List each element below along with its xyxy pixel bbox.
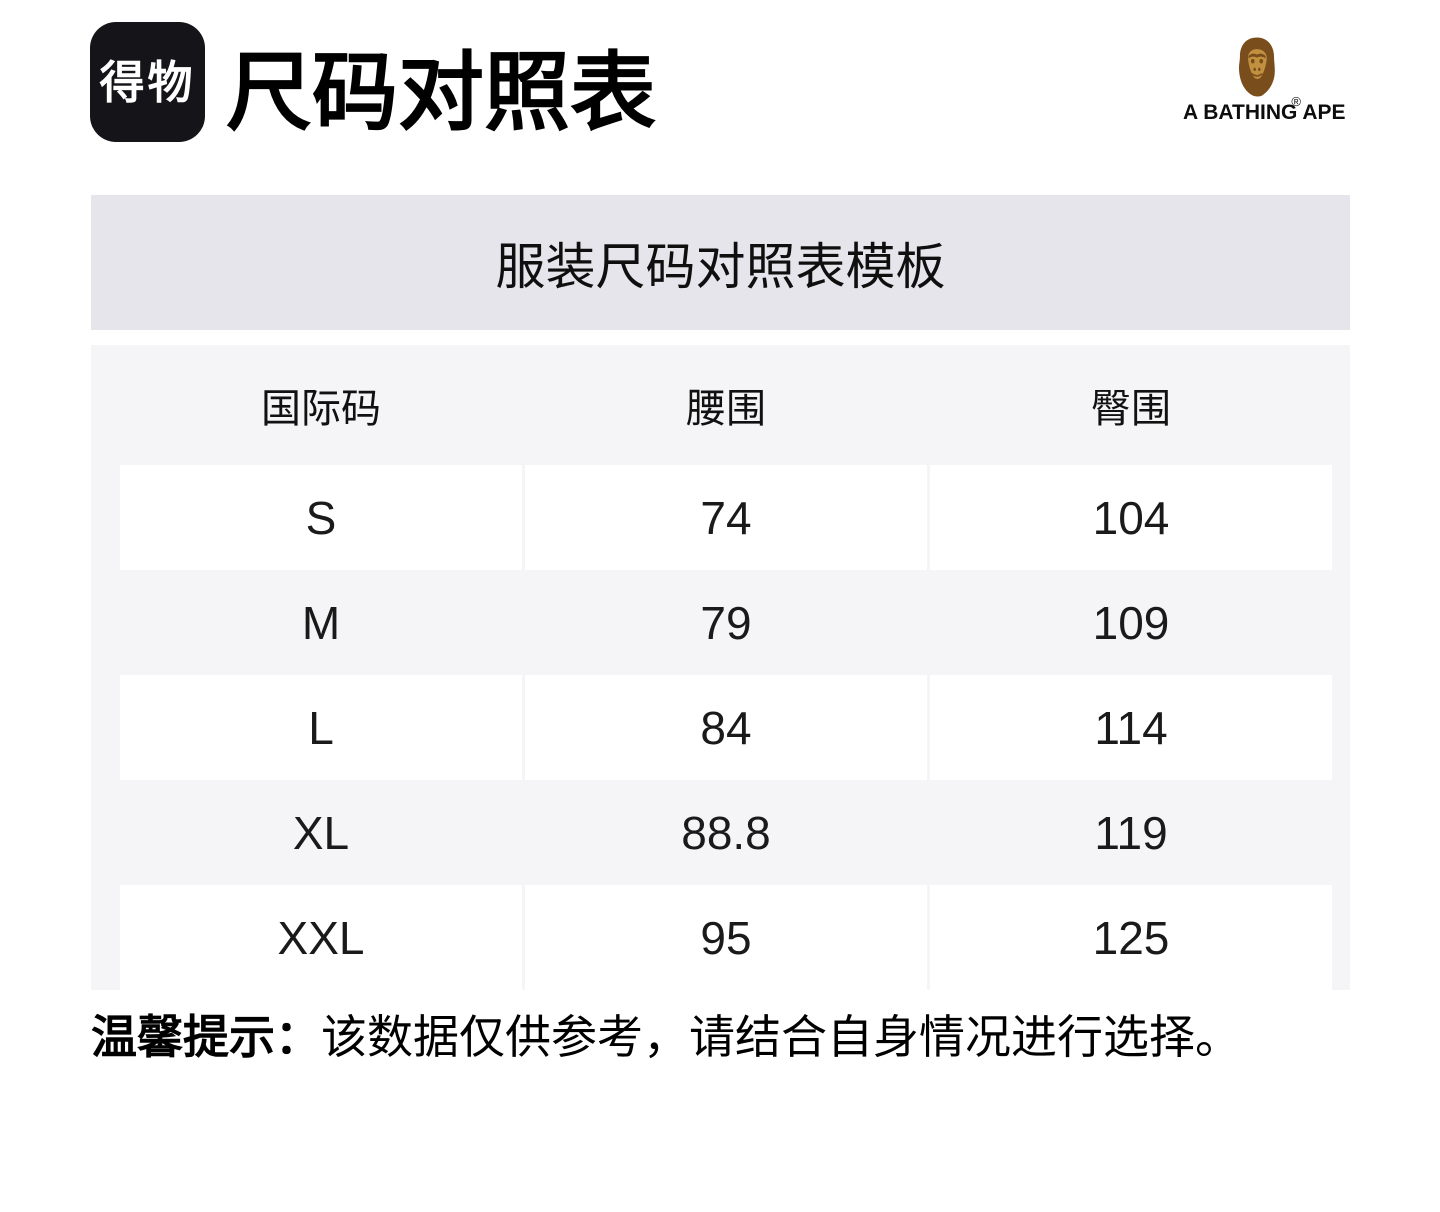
dewu-logo-text: 得物 <box>99 56 196 108</box>
size-cell: XXL <box>120 885 522 990</box>
column-header-waist: 腰围 <box>686 387 766 431</box>
table-header-row: 国际码 腰围 臀围 <box>91 345 1350 465</box>
tip-text: 该数据仅供参考，请结合自身情况进行选择。 <box>321 1011 1241 1063</box>
reference-tip: 温馨提示：该数据仅供参考，请结合自身情况进行选择。 <box>91 1008 1241 1068</box>
size-table: 国际码 腰围 臀围 S 74 104 M 79 109 L 84 114 XL … <box>91 345 1350 990</box>
waist-cell: 79 <box>700 596 752 649</box>
banner-title: 服装尺码对照表模板 <box>495 238 946 295</box>
template-banner: 服装尺码对照表模板 <box>91 195 1350 330</box>
registered-mark: ® <box>1291 94 1301 109</box>
hip-cell: 114 <box>930 675 1332 780</box>
waist-cell: 84 <box>525 675 927 780</box>
hip-cell: 119 <box>1094 806 1168 859</box>
table-row-m: M 79 109 <box>91 570 1350 675</box>
size-cell: XL <box>292 806 350 859</box>
waist-cell: 74 <box>525 465 927 570</box>
ape-head-icon <box>1238 37 1275 97</box>
table-row-l: L 84 114 <box>91 675 1350 780</box>
column-header-hip: 臀围 <box>1091 387 1171 431</box>
waist-cell: 88.8 <box>681 806 771 859</box>
table-row-s: S 74 104 <box>91 465 1350 570</box>
hip-cell: 125 <box>930 885 1332 990</box>
size-cell: S <box>120 465 522 570</box>
tip-label: 温馨提示： <box>91 1011 321 1063</box>
hip-cell: 109 <box>1092 596 1170 649</box>
size-cell: L <box>120 675 522 780</box>
bape-logo: ® A BATHING APE <box>1183 36 1346 125</box>
waist-cell: 95 <box>525 885 927 990</box>
page-title: 尺码对照表 <box>226 45 656 141</box>
table-row-xxl: XXL 95 125 <box>91 885 1350 990</box>
size-cell: M <box>301 596 341 649</box>
hip-cell: 104 <box>930 465 1332 570</box>
dewu-logo: 得物 <box>90 22 205 142</box>
column-header-international-size: 国际码 <box>261 387 381 431</box>
bape-wordmark: A BATHING APE <box>1183 101 1346 124</box>
table-row-xl: XL 88.8 119 <box>91 780 1350 885</box>
